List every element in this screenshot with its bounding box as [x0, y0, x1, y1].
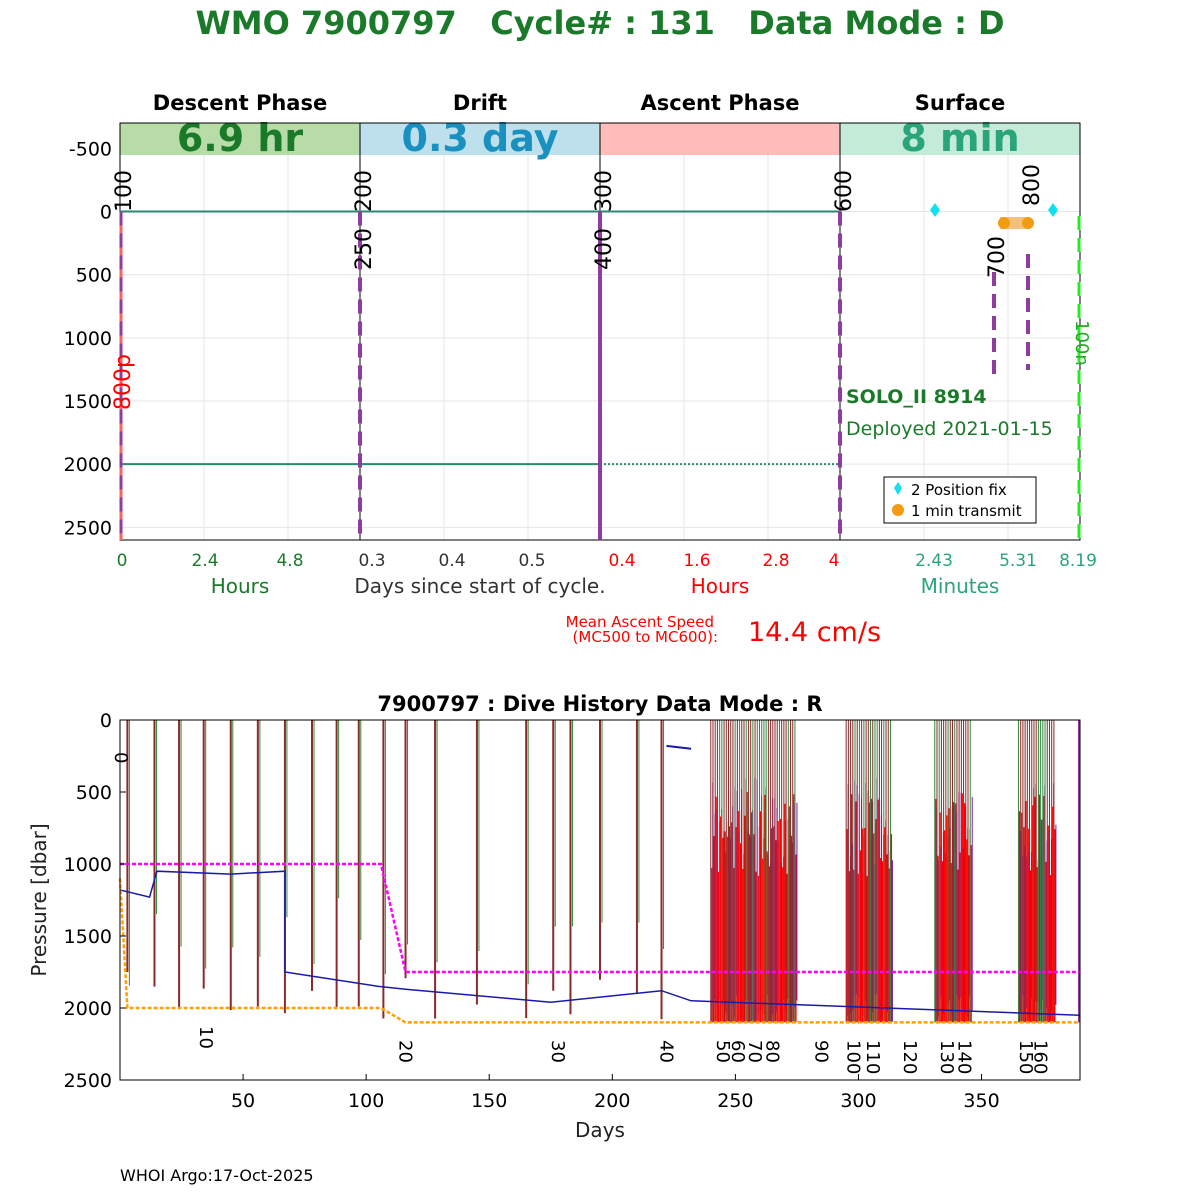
position-fix-marker [1048, 203, 1058, 217]
cycle-number-label: 40 [655, 1040, 676, 1063]
y-tick-label: 500 [76, 265, 112, 287]
x-tick-label: 200 [594, 1090, 630, 1112]
y-tick-label: 2500 [64, 1070, 112, 1092]
x-axis-label: Days [575, 1118, 625, 1142]
footer-credit: WHOI Argo:17-Oct-2025 [120, 1166, 314, 1185]
legend-fix-icon [894, 482, 902, 495]
x-tick-label: 8.19 [1059, 551, 1097, 571]
x-tick-label: 0.4 [608, 551, 635, 571]
green-pressure-label: 100n [1071, 320, 1092, 366]
x-tick-label: 300 [840, 1090, 876, 1112]
deployed-date: Deployed 2021-01-15 [846, 418, 1053, 440]
x-tick-label: 2.4 [191, 551, 218, 571]
phase-title: Drift [453, 91, 507, 115]
x-tick-label: 150 [471, 1090, 507, 1112]
y-tick-label: 0 [100, 201, 112, 223]
x-tick-label: 0.4 [438, 551, 465, 571]
mission-code-label: 100 [112, 170, 137, 212]
y-tick-label: 0 [100, 710, 112, 732]
cycle-number-label: 150 [1015, 1040, 1036, 1074]
cycle-number-label: 110 [862, 1040, 883, 1074]
drift-pressure-trace [666, 744, 692, 750]
x-unit-label: Hours [211, 574, 270, 598]
x-tick-label: 1.6 [683, 551, 710, 571]
x-tick-label: 50 [231, 1090, 255, 1112]
drift-pressure-trace [119, 870, 1081, 1016]
cycle-number-label: 130 [936, 1040, 957, 1074]
mission-code-label: 250 [352, 228, 377, 270]
phase-band [120, 123, 360, 155]
x-tick-label: 5.31 [999, 551, 1037, 571]
ascent-speed-value: 14.4 cm/s [748, 617, 881, 648]
cycle-number-label: 10 [195, 1026, 216, 1049]
x-tick-label: 4 [829, 551, 840, 571]
y-tick-label: 2000 [64, 998, 112, 1020]
cycle-number-label: 20 [395, 1040, 416, 1063]
y-tick-label: 2000 [64, 454, 112, 476]
x-tick-label: 0.5 [518, 551, 545, 571]
phase-title: Descent Phase [153, 91, 327, 115]
legend-transmit-label: 1 min transmit [911, 502, 1022, 520]
float-model: SOLO_II 8914 [846, 386, 987, 408]
y-tick-label: 2500 [64, 517, 112, 539]
plot-frame [119, 719, 1081, 1081]
y-tick-label: 1500 [64, 391, 112, 413]
mission-code-label: 300 [592, 170, 617, 212]
phase-title: Ascent Phase [641, 91, 800, 115]
x-tick-label: 350 [963, 1090, 999, 1112]
x-unit-label: Hours [691, 574, 750, 598]
mission-code-label: 400 [592, 228, 617, 270]
x-tick-label: 2.43 [915, 551, 953, 571]
cycle-number-label: 70 [744, 1040, 765, 1063]
x-tick-label: 0 [117, 551, 128, 571]
cycle-number-label: 160 [1030, 1040, 1051, 1074]
dive-history-title: 7900797 : Dive History Data Mode : R [377, 692, 822, 716]
legend-box [883, 476, 1037, 524]
ascent-speed-label: Mean Ascent Speed [566, 613, 714, 631]
mission-code-label: 800 [1020, 164, 1045, 206]
transmit-marker [1022, 217, 1034, 229]
legend-fix-label: 2 Position fix [911, 481, 1007, 499]
x-tick-label: 250 [717, 1090, 753, 1112]
x-unit-label: Days since start of cycle. [354, 574, 605, 598]
cycle-number-label: 90 [811, 1040, 832, 1063]
x-tick-label: 2.8 [762, 551, 789, 571]
dive-traces [126, 720, 1080, 1023]
phase-title: Surface [915, 91, 1005, 115]
x-tick-label: 4.8 [276, 551, 303, 571]
y-axis-label: Pressure [dbar] [27, 823, 51, 976]
x-unit-label: Minutes [921, 574, 1000, 598]
cycle-number-label: 120 [899, 1040, 920, 1074]
cycle-number-label: 140 [953, 1040, 974, 1074]
cycle-number-label: 50 [712, 1040, 733, 1063]
y-tick-label: 500 [76, 782, 112, 804]
phase-band [360, 123, 600, 155]
phase-band [840, 123, 1080, 155]
y-tick-label: 1000 [64, 854, 112, 876]
position-fix-marker [930, 203, 940, 217]
page-title: WMO 7900797 Cycle# : 131 Data Mode : D [195, 4, 1005, 42]
red-pressure-label: 800p [111, 354, 136, 410]
cycle-number-label: 0 [110, 752, 131, 763]
y-tick-label: -500 [69, 138, 112, 160]
cycle-number-label: 80 [761, 1040, 782, 1063]
mission-code-label: 200 [352, 170, 377, 212]
park-pressure-line [120, 862, 1080, 974]
cycle-number-label: 100 [843, 1040, 864, 1074]
mission-code-label: 700 [985, 236, 1010, 278]
y-tick-label: 1000 [64, 328, 112, 350]
x-tick-label: 0.3 [358, 551, 385, 571]
mission-code-label: 600 [832, 170, 857, 212]
x-tick-label: 100 [348, 1090, 384, 1112]
phase-band [600, 123, 840, 155]
profile-pressure-line [118, 878, 1080, 1024]
ascent-speed-sub: (MC500 to MC600): [573, 628, 718, 646]
cycle-number-label: 60 [727, 1040, 748, 1063]
y-tick-label: 1500 [64, 926, 112, 948]
cycle-number-label: 30 [547, 1040, 568, 1063]
legend-transmit-icon [892, 504, 904, 516]
transmit-marker [998, 217, 1010, 229]
